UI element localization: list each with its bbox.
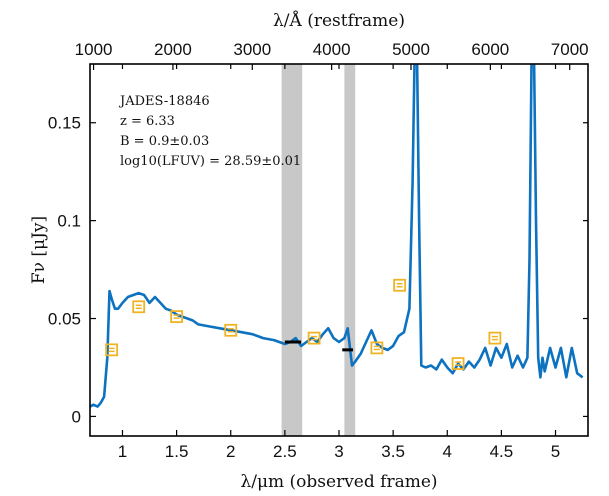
photometry-point	[307, 331, 321, 345]
photometry-point	[224, 323, 238, 337]
x-tick-label: 1	[118, 442, 127, 461]
x-tick-label: 3	[334, 442, 343, 461]
top-tick-label: 4000	[313, 40, 351, 59]
annotation-luminosity: log10(LFUV) = 28.59±0.01	[120, 154, 301, 169]
annotation-box: JADES-18846 z = 6.33 B = 0.9±0.03 log10(…	[118, 94, 301, 169]
shaded-region-1	[281, 64, 303, 436]
photometry-point	[132, 300, 146, 314]
x-tick-label: 2.5	[273, 442, 297, 461]
x-tick-label: 4	[443, 442, 452, 461]
y-tick-label: 0.05	[48, 310, 81, 329]
shaded-region-2	[344, 64, 356, 436]
plot-background	[90, 64, 588, 436]
photometry-point	[488, 331, 502, 345]
top-tick-label: 7000	[551, 40, 589, 59]
top-tick-label: 1000	[75, 40, 113, 59]
x-tick-label: 5	[551, 442, 560, 461]
y-tick-label: 0	[72, 407, 81, 426]
photometry-layer	[105, 278, 502, 370]
x-tick-label: 1.5	[165, 442, 189, 461]
top-tick-label: 6000	[471, 40, 509, 59]
photometry-point	[451, 357, 465, 370]
photometry-point	[393, 278, 407, 292]
x-tick-label: 3.5	[381, 442, 405, 461]
annotation-object-name: JADES-18846	[118, 94, 210, 109]
y-tick-label: 0.15	[48, 114, 81, 133]
y-tick-label: 0.1	[57, 212, 81, 231]
spectrum-layer	[90, 64, 584, 408]
top-tick-label: 3000	[233, 40, 271, 59]
photometry-point	[105, 343, 119, 357]
top-tick-label: 2000	[154, 40, 192, 59]
y-axis-title: Fν [μJy]	[29, 216, 49, 284]
annotation-redshift: z = 6.33	[120, 114, 175, 129]
x-axis-title: λ/μm (observed frame)	[240, 472, 437, 492]
top-tick-label: 5000	[392, 40, 430, 59]
annotation-b-value: B = 0.9±0.03	[120, 134, 209, 149]
x-tick-label: 4.5	[490, 442, 514, 461]
model-spectrum-line	[90, 64, 584, 408]
axis-ticks: 1 1.5 2 2.5 3 3.5 4 4.5 5 0 0.05 0.1 0.15 1000 2000 300…	[48, 40, 589, 461]
photometry-point	[170, 310, 184, 323]
x-tick-label: 2	[226, 442, 235, 461]
photometry-point	[370, 341, 384, 355]
top-axis-title: λ/Å (restframe)	[273, 10, 405, 31]
